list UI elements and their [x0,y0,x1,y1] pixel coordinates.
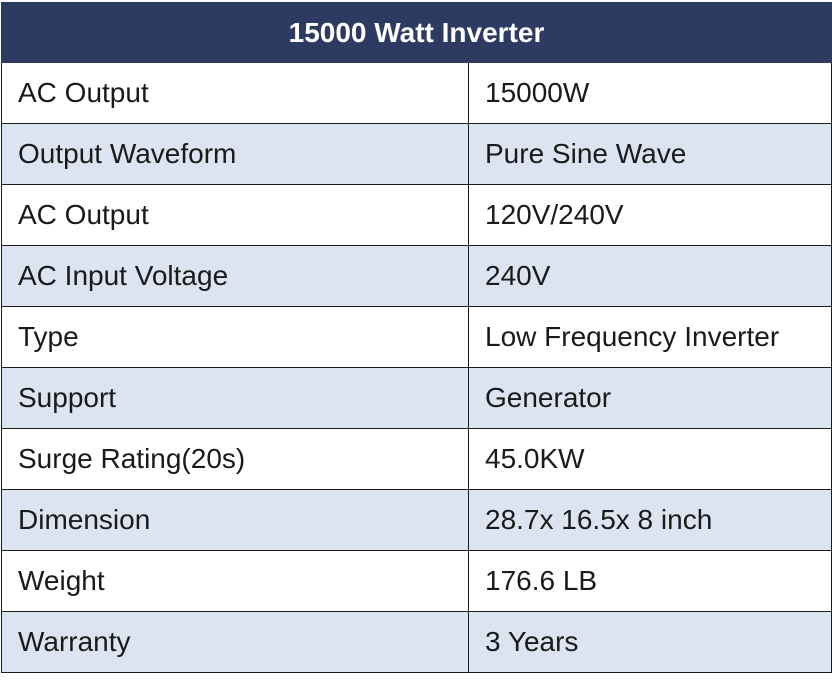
table-row: Weight 176.6 LB [1,550,832,612]
spec-label: AC Output [1,62,469,124]
table-row: Type Low Frequency Inverter [1,306,832,368]
table-row: Warranty 3 Years [1,611,832,673]
spec-value: 120V/240V [468,184,832,246]
table-row: Output Waveform Pure Sine Wave [1,123,832,185]
spec-label: Type [1,306,469,368]
spec-value: 45.0KW [468,428,832,490]
spec-value: 176.6 LB [468,550,832,612]
table-row: Dimension 28.7x 16.5x 8 inch [1,489,832,551]
table-row: Surge Rating(20s) 45.0KW [1,428,832,490]
spec-label: AC Output [1,184,469,246]
table-row: AC Output 120V/240V [1,184,832,246]
spec-label: Output Waveform [1,123,469,185]
table-row: AC Output 15000W [1,62,832,124]
table-row: AC Input Voltage 240V [1,245,832,307]
spec-label: Weight [1,550,469,612]
spec-value: Generator [468,367,832,429]
spec-label: Warranty [1,611,469,673]
spec-label: Dimension [1,489,469,551]
spec-label: Support [1,367,469,429]
spec-value: 15000W [468,62,832,124]
spec-value: 240V [468,245,832,307]
spec-label: AC Input Voltage [1,245,469,307]
spec-table: 15000 Watt Inverter AC Output 15000W Out… [1,2,832,673]
spec-label: Surge Rating(20s) [1,428,469,490]
spec-value: 3 Years [468,611,832,673]
spec-value: 28.7x 16.5x 8 inch [468,489,832,551]
table-row: Support Generator [1,367,832,429]
spec-value: Pure Sine Wave [468,123,832,185]
spec-value: Low Frequency Inverter [468,306,832,368]
table-header-row: 15000 Watt Inverter [1,2,832,63]
table-title: 15000 Watt Inverter [1,2,832,63]
